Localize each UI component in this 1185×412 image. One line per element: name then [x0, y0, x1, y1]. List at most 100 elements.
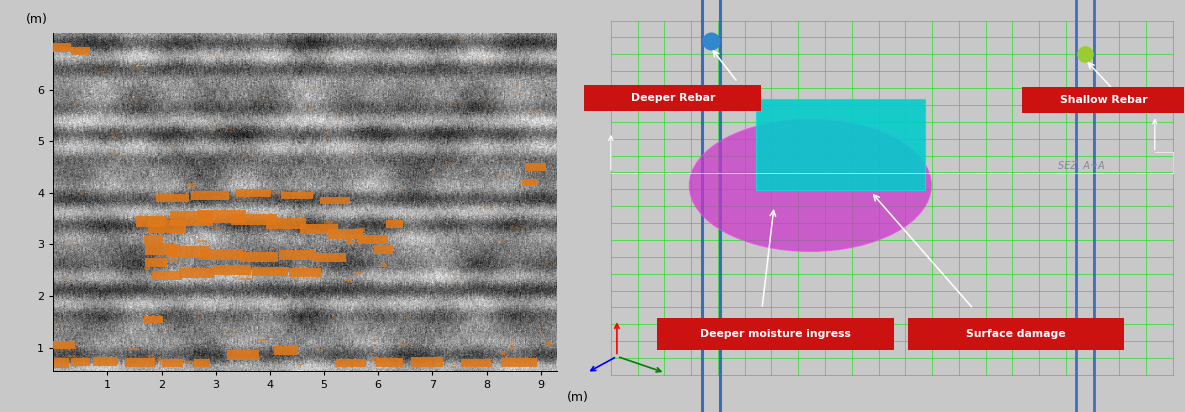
- Bar: [287, 231, 290, 232]
- Bar: [360, 157, 363, 160]
- Bar: [374, 246, 393, 254]
- Bar: [521, 180, 538, 186]
- Bar: [455, 266, 457, 269]
- Bar: [450, 138, 454, 140]
- Bar: [71, 47, 90, 55]
- Bar: [166, 218, 168, 220]
- Bar: [64, 261, 68, 263]
- Bar: [430, 171, 435, 173]
- Bar: [282, 299, 287, 302]
- Bar: [376, 358, 403, 367]
- Bar: [500, 351, 505, 355]
- Bar: [454, 37, 463, 40]
- Bar: [57, 321, 66, 325]
- FancyBboxPatch shape: [656, 318, 895, 350]
- Bar: [346, 237, 351, 241]
- Bar: [134, 98, 141, 101]
- Bar: [111, 131, 120, 134]
- Bar: [175, 232, 184, 234]
- Bar: [511, 346, 514, 350]
- Bar: [68, 355, 76, 357]
- FancyBboxPatch shape: [908, 318, 1123, 350]
- Bar: [129, 173, 135, 176]
- Bar: [337, 359, 366, 367]
- Bar: [139, 276, 141, 277]
- Bar: [418, 184, 425, 186]
- Bar: [231, 214, 277, 225]
- Bar: [88, 119, 91, 122]
- Bar: [504, 174, 508, 177]
- Bar: [411, 357, 443, 367]
- Bar: [437, 218, 443, 220]
- Bar: [71, 166, 77, 168]
- Bar: [120, 91, 130, 94]
- Bar: [127, 291, 134, 294]
- Bar: [521, 318, 531, 321]
- Bar: [257, 339, 267, 341]
- Bar: [320, 197, 350, 204]
- Bar: [140, 138, 145, 142]
- Bar: [334, 115, 342, 117]
- Bar: [299, 211, 301, 213]
- Bar: [525, 164, 545, 171]
- Bar: [543, 89, 545, 93]
- Bar: [156, 194, 188, 202]
- Bar: [126, 358, 155, 367]
- Bar: [511, 225, 520, 229]
- Bar: [416, 112, 418, 115]
- Bar: [280, 163, 283, 164]
- Bar: [514, 83, 520, 87]
- Bar: [161, 359, 184, 367]
- Bar: [229, 42, 236, 43]
- Bar: [230, 129, 235, 132]
- Bar: [241, 252, 278, 262]
- Bar: [142, 152, 146, 153]
- Bar: [109, 88, 113, 90]
- Bar: [116, 203, 117, 207]
- Bar: [152, 271, 182, 280]
- Bar: [497, 98, 500, 99]
- Bar: [243, 50, 252, 52]
- Bar: [262, 65, 265, 68]
- Bar: [532, 110, 542, 114]
- Bar: [237, 278, 244, 280]
- Bar: [186, 361, 196, 363]
- Bar: [225, 127, 233, 131]
- Bar: [117, 273, 122, 276]
- Bar: [398, 188, 402, 190]
- Bar: [96, 189, 102, 192]
- Bar: [302, 85, 309, 86]
- Bar: [281, 192, 313, 199]
- Bar: [328, 58, 335, 61]
- Bar: [442, 301, 448, 304]
- Bar: [357, 321, 361, 323]
- Bar: [146, 244, 178, 255]
- Bar: [97, 70, 107, 74]
- Bar: [352, 147, 356, 151]
- Bar: [447, 162, 453, 166]
- Bar: [540, 329, 545, 333]
- Bar: [527, 166, 531, 170]
- Bar: [501, 358, 537, 367]
- Bar: [386, 220, 403, 228]
- Bar: [220, 329, 230, 332]
- Bar: [255, 322, 257, 325]
- Bar: [213, 126, 220, 129]
- Bar: [486, 101, 489, 105]
- Bar: [169, 211, 213, 226]
- Bar: [213, 265, 251, 275]
- Bar: [213, 87, 214, 91]
- Bar: [145, 316, 164, 323]
- Bar: [274, 346, 299, 355]
- Bar: [168, 246, 209, 258]
- Bar: [310, 86, 316, 88]
- Bar: [382, 58, 389, 60]
- Bar: [280, 250, 314, 260]
- Bar: [100, 63, 103, 68]
- Text: SEZ. A~A: SEZ. A~A: [1058, 161, 1104, 171]
- Bar: [198, 240, 206, 242]
- Bar: [538, 196, 542, 199]
- Bar: [104, 68, 110, 72]
- Bar: [65, 242, 73, 246]
- Bar: [197, 210, 245, 222]
